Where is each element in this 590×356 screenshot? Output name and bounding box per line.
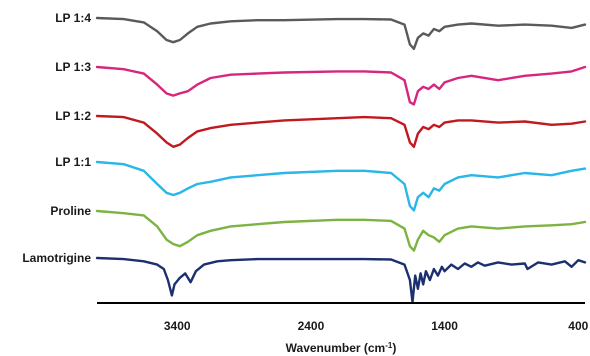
series-label-lp-1-4: LP 1:4 [55,11,91,25]
spectrum-line-lp-1-4 [95,16,587,50]
series-label-lp-1-3: LP 1:3 [55,60,91,74]
x-tick-label: 400 [568,319,588,333]
series-label-lp-1-2: LP 1:2 [55,109,91,123]
x-tick-label: 3400 [164,319,191,333]
series-label-proline: Proline [50,204,91,218]
spectrum-line-proline [95,209,587,252]
x-axis-ticks: 3400 2400 1400 400 [164,319,589,333]
series-labels: LP 1:4 LP 1:3 LP 1:2 LP 1:1 Proline Lamotrigi… [22,11,91,265]
series-label-lamotrigine: Lamotrigine [22,251,91,265]
spectrum-line-lp-1-3 [95,65,587,106]
series-label-lp-1-1: LP 1:1 [55,155,91,169]
spectra-traces [95,16,587,304]
x-axis-title: Wavenumber (cm-1) [286,341,397,356]
x-tick-label: 1400 [431,319,458,333]
x-tick-label: 2400 [298,319,325,333]
spectrum-line-lp-1-1 [95,160,587,212]
spectrum-line-lp-1-2 [95,114,587,148]
spectrum-line-lamotrigine [95,256,587,304]
